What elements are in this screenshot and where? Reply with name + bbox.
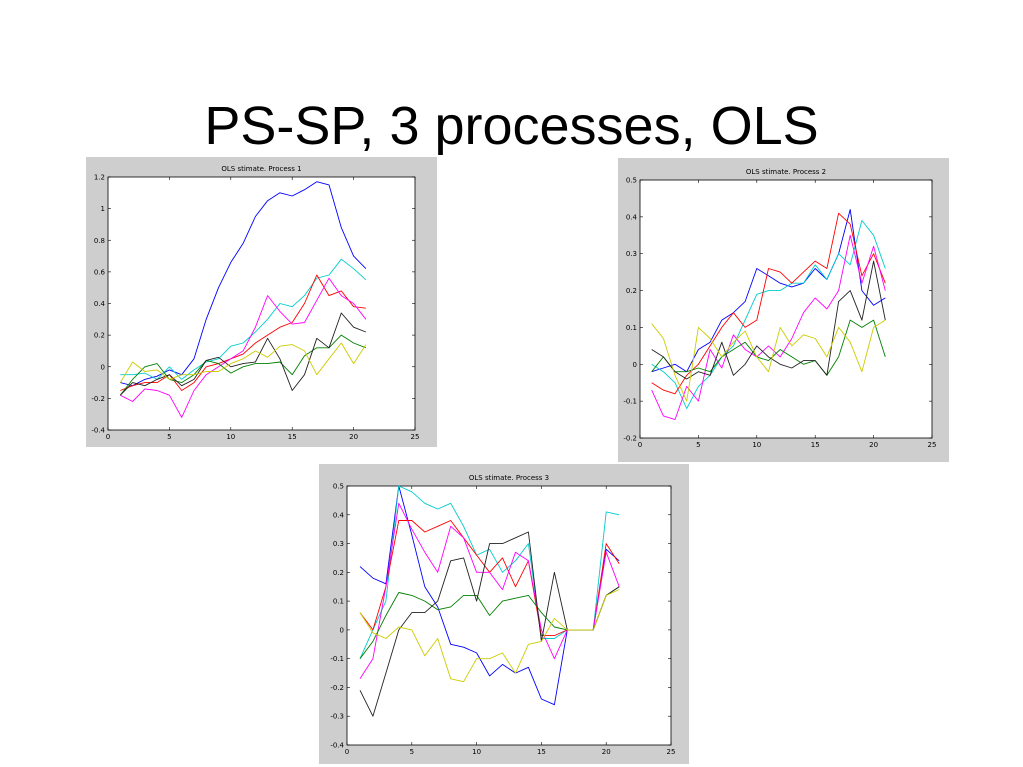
y-tick-label: -0.2 [623,435,637,443]
y-tick-label: 0.2 [333,569,344,577]
x-tick-label: 20 [869,441,878,449]
x-tick-label: 5 [410,748,414,756]
y-tick-label: 0.4 [333,511,345,519]
x-tick-label: 25 [411,433,420,441]
y-tick-label: -0.2 [330,684,344,692]
chart-process-2: OLS stimate. Process 2 0 5 10 15 20 25 -0.2 -0.1… [623,168,937,449]
x-tick-label: 20 [349,433,358,441]
plot-area [639,179,933,439]
y-tick-label: -0.4 [91,427,105,435]
series-line-6 [119,312,367,396]
y-tick-label: 0.5 [333,483,344,491]
y-tick-label: 0.4 [626,213,638,221]
x-tick-label: 5 [696,441,700,449]
y-tick-label: 0 [101,363,105,371]
series-line-3 [120,274,366,391]
y-tick-label: 0.3 [626,250,637,258]
x-tick-label: 0 [345,748,349,756]
y-tick-label: 0 [340,626,344,634]
series-line-2 [120,258,367,380]
chart-frame-process-3: OLS stimate. Process 3 0 5 10 15 20 25 -0.4 -0.3… [319,464,689,764]
series-line-7 [119,342,367,383]
y-tick-label: 0.4 [94,300,106,308]
y-tick-label: 0.1 [333,598,344,606]
x-tick-label: 25 [928,441,937,449]
x-tick-label: 10 [752,441,761,449]
x-tick-label: 5 [167,433,171,441]
series-line-4 [651,234,886,421]
series-line-4 [120,277,367,418]
y-tick-label: -0.3 [330,713,344,721]
x-tick-label: 10 [472,748,481,756]
plot-area [346,485,672,746]
y-tick-label: -0.2 [91,395,105,403]
series-line-1 [651,209,886,373]
series-line-3 [651,212,886,395]
plot-area [107,176,416,431]
chart-title: OLS stimate. Process 2 [746,168,826,176]
chart-process-1: OLS stimate. Process 10 5 10 15 20 25-0.4-0.2… [91,165,420,441]
chart-frame-process-1: OLS stimate. Process 1 0 5 10 15 20 25 -0.4 -0.2… [86,157,437,447]
chart-title: OLS stimate. Process 3 [469,474,549,482]
y-tick-label: 0.5 [626,177,637,185]
x-tick-label: 0 [638,441,642,449]
chart-frame-process-2: OLS stimate. Process 2 0 5 10 15 20 25 -0.2 -0.1… [618,158,949,462]
x-tick-label: 15 [537,748,546,756]
y-tick-label: 0.2 [626,287,637,295]
y-tick-label: 0.8 [94,237,105,245]
y-tick-label: 0.2 [94,332,105,340]
x-tick-label: 10 [226,433,235,441]
x-tick-label: 20 [602,748,611,756]
y-tick-label: -0.4 [330,742,344,750]
x-tick-label: 15 [811,441,820,449]
chart-process-3: OLS stimate. Process 3 0 5 10 15 20 25 -0.4 -0.3… [330,474,676,756]
series-line-7 [651,319,886,402]
chart-title: OLS stimate. Process 1 [221,165,301,173]
x-tick-label: 25 [667,748,676,756]
series-line-2 [651,220,886,409]
series-line-5 [119,334,367,396]
y-tick-label: 0 [633,361,637,369]
y-tick-label: 1 [101,205,105,213]
slide-title: PS-SP, 3 processes, OLS [204,96,819,156]
y-tick-label: 1.2 [94,174,105,182]
series-line-1 [120,181,367,387]
series-line-5 [651,319,886,376]
y-tick-label: -0.1 [330,655,344,663]
x-tick-label: 0 [106,433,110,441]
x-tick-label: 15 [288,433,297,441]
y-tick-label: 0.6 [94,268,106,276]
y-tick-label: -0.1 [623,398,637,406]
y-tick-label: 0.1 [626,324,637,332]
y-tick-label: 0.3 [333,540,344,548]
series-line-7 [359,589,620,683]
